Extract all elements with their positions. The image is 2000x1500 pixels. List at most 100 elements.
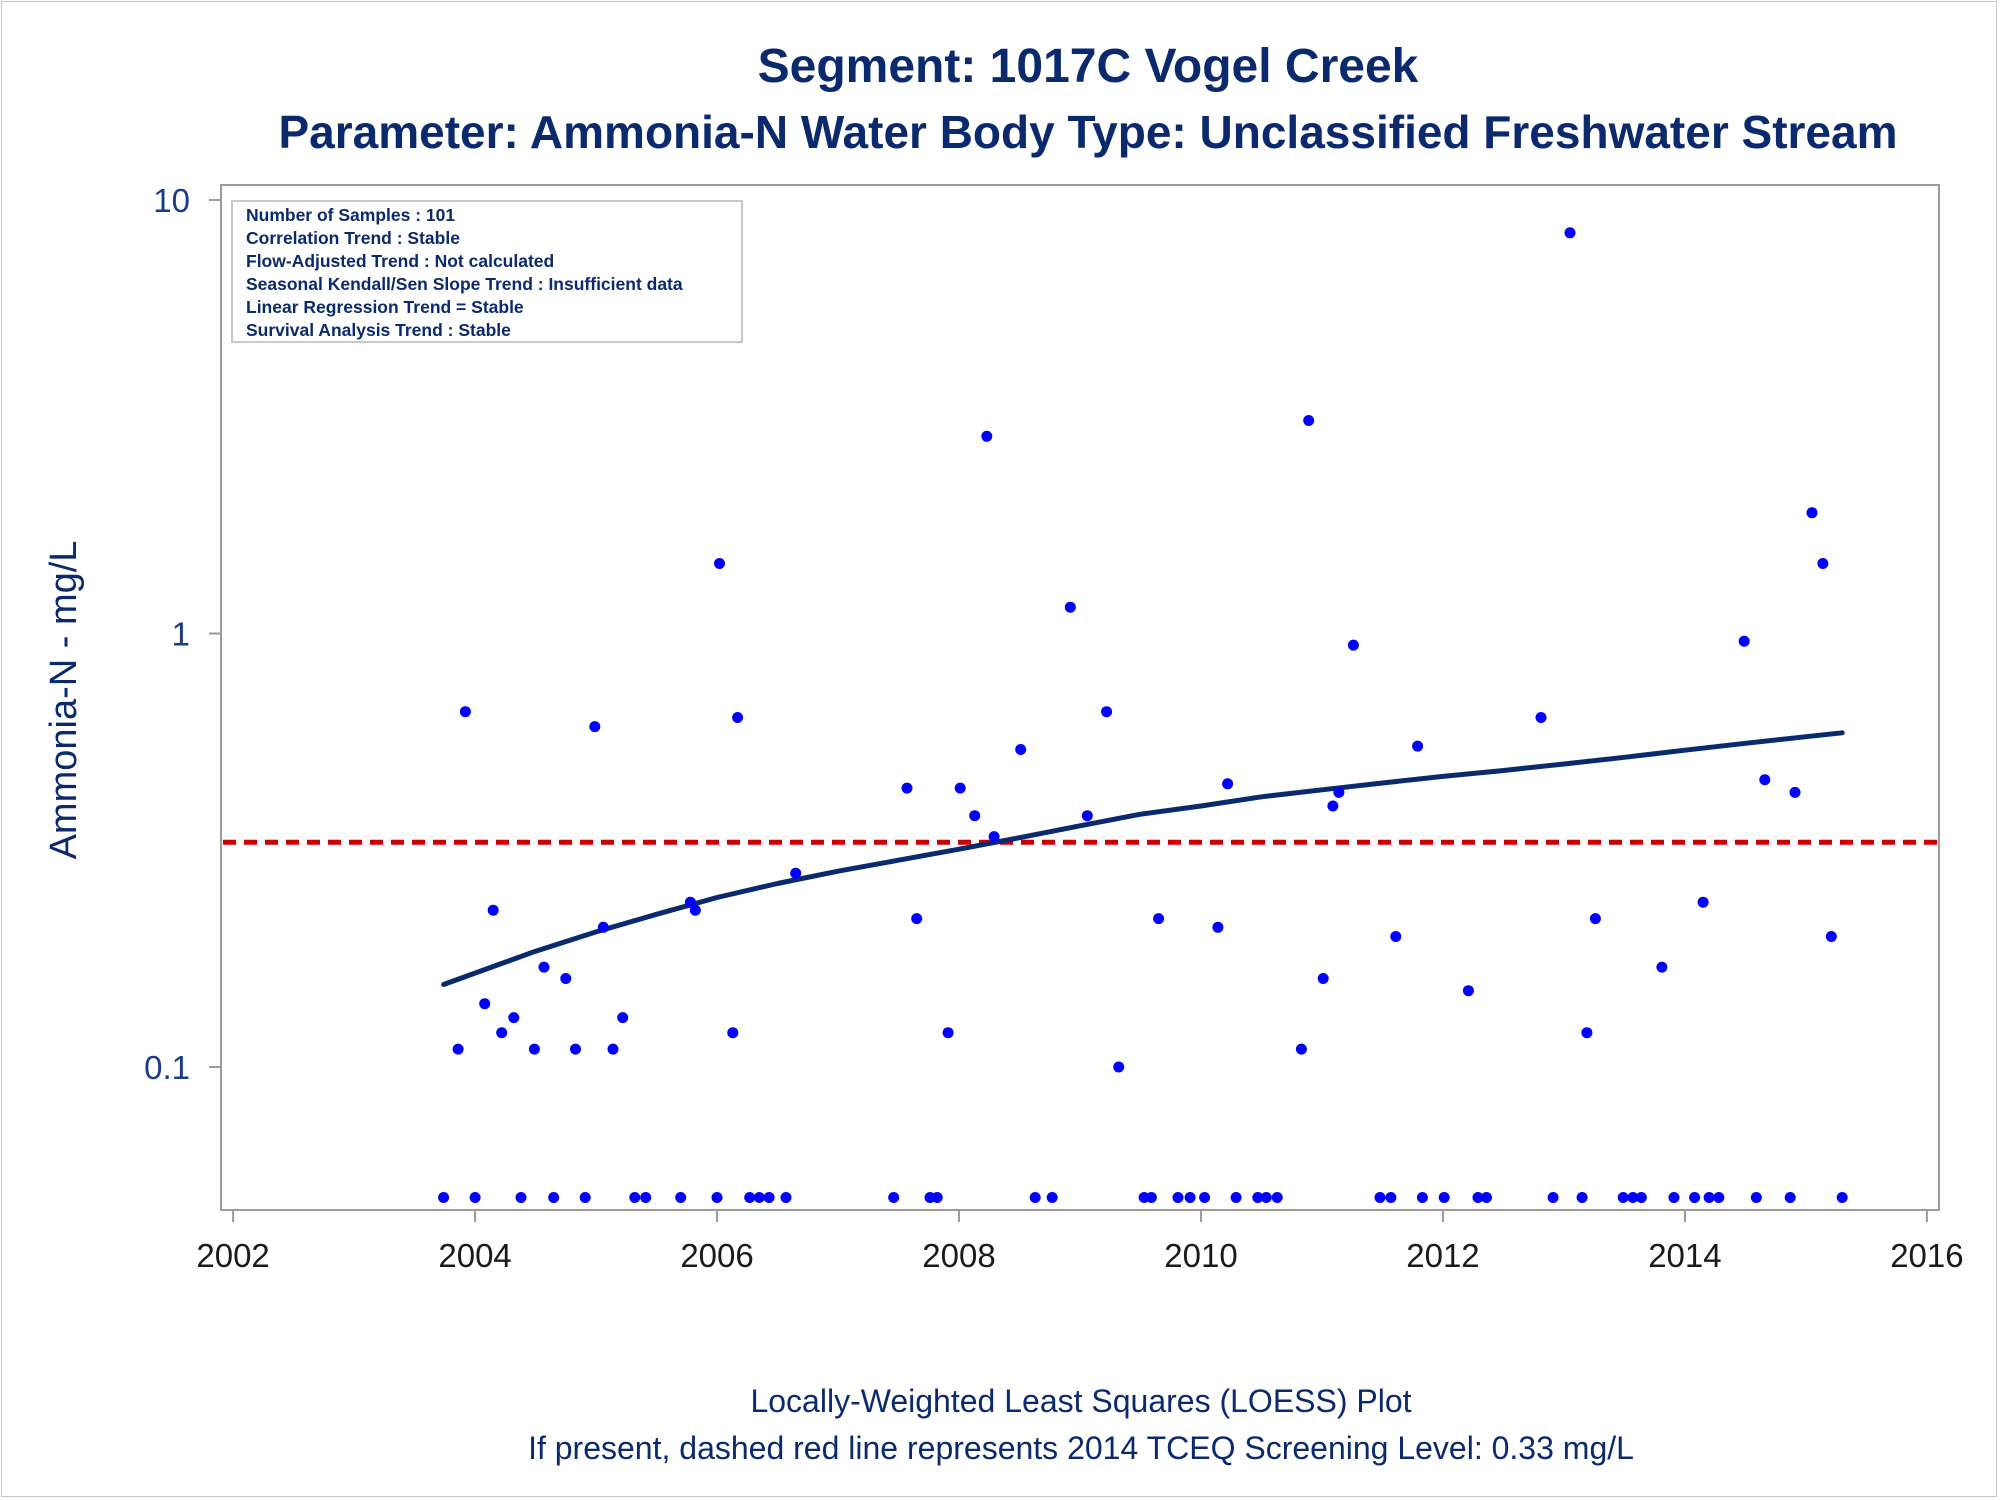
data-point: [1260, 1192, 1272, 1203]
data-point: [1101, 706, 1113, 718]
data-point: [931, 1192, 943, 1203]
data-point: [1668, 1192, 1680, 1203]
y-tick-label: 1: [172, 616, 190, 653]
data-point: [1581, 1027, 1593, 1039]
data-point: [1412, 740, 1424, 752]
data-point: [479, 998, 491, 1010]
chart-subtitle: Parameter: Ammonia-N Water Body Type: Un…: [279, 106, 1898, 158]
x-tick-label: 2016: [1890, 1237, 1963, 1274]
x-tick-label: 2006: [680, 1237, 753, 1274]
data-point: [1759, 774, 1771, 786]
data-point: [589, 721, 601, 733]
x-tick-label: 2014: [1648, 1237, 1721, 1274]
x-tick-label: 2010: [1164, 1237, 1237, 1274]
data-point: [1303, 415, 1315, 426]
data-point: [1390, 931, 1402, 942]
data-point: [1535, 712, 1547, 723]
data-point: [1184, 1192, 1196, 1203]
data-point: [452, 1043, 464, 1055]
x-tick-label: 2008: [922, 1237, 995, 1274]
x-tick-label: 2004: [438, 1237, 511, 1274]
data-point: [1333, 786, 1345, 798]
data-point: [1789, 786, 1801, 798]
data-point: [1617, 1192, 1629, 1203]
stats-box-border: [231, 200, 743, 343]
data-point: [714, 558, 725, 569]
data-point: [1113, 1061, 1125, 1073]
data-point: [1172, 1192, 1184, 1203]
data-point: [1635, 1192, 1647, 1203]
data-point: [888, 1192, 900, 1203]
data-point: [911, 913, 923, 925]
data-point: [763, 1192, 775, 1203]
data-point: [1064, 601, 1076, 613]
data-point: [1703, 1192, 1715, 1203]
data-point: [1199, 1192, 1211, 1203]
data-point: [727, 1027, 739, 1039]
data-point: [1713, 1192, 1725, 1203]
data-point: [1271, 1192, 1283, 1203]
plot-area: [220, 184, 1940, 1211]
data-point: [1576, 1192, 1588, 1203]
data-point: [981, 430, 993, 442]
data-point: [954, 782, 966, 794]
x-tick-label: 2012: [1406, 1237, 1479, 1274]
data-point: [790, 867, 802, 879]
data-point: [597, 921, 609, 933]
data-point: [1697, 896, 1709, 908]
data-point: [1153, 913, 1165, 925]
data-point: [1081, 810, 1093, 822]
data-point: [1656, 961, 1668, 973]
x-axis: 2002 2004 2006 2008 2010 2012 2014 2016: [196, 1210, 1964, 1274]
data-point: [1212, 921, 1224, 933]
data-point: [684, 896, 696, 908]
data-point: [487, 904, 499, 916]
data-point: [780, 1192, 792, 1203]
data-point: [438, 1192, 450, 1203]
data-point: [459, 706, 471, 718]
data-point: [942, 1027, 954, 1039]
data-point: [548, 1192, 560, 1203]
y-axis-label: Ammonia-N - mg/L: [43, 541, 85, 860]
stat-line: Number of Samples : 101: [246, 205, 455, 225]
data-point: [969, 810, 981, 822]
data-point: [1317, 973, 1329, 984]
data-point: [1784, 1192, 1796, 1203]
footnote-screening: If present, dashed red line represents 2…: [528, 1430, 1634, 1466]
data-point: [1374, 1192, 1386, 1203]
data-point: [579, 1192, 591, 1203]
data-point: [1230, 1192, 1242, 1203]
stat-line: Linear Regression Trend = Stable: [246, 297, 524, 317]
data-point: [1825, 931, 1837, 942]
data-point: [988, 831, 1000, 843]
data-point: [689, 904, 701, 916]
data-point: [1589, 913, 1601, 925]
data-point: [732, 712, 744, 723]
data-point: [1750, 1192, 1762, 1203]
points-layer: [438, 227, 1848, 1203]
data-point: [1547, 1192, 1559, 1203]
data-point: [1046, 1192, 1058, 1203]
data-point: [1738, 635, 1750, 647]
chart-title: Segment: 1017C Vogel Creek: [758, 40, 1419, 93]
data-point: [744, 1192, 756, 1203]
loess-layer: [441, 730, 1845, 987]
data-point: [629, 1192, 641, 1203]
stat-line: Seasonal Kendall/Sen Slope Trend : Insuf…: [246, 274, 683, 294]
x-tick-label: 2002: [196, 1237, 269, 1274]
y-tick-label: 0.1: [144, 1049, 190, 1086]
data-point: [1472, 1192, 1484, 1203]
data-point: [711, 1192, 723, 1203]
y-axis: 10 1 0.1: [144, 182, 221, 1086]
stat-line: Flow-Adjusted Trend : Not calculated: [246, 251, 554, 271]
stat-line: Survival Analysis Trend : Stable: [246, 320, 511, 340]
y-tick-label: 10: [153, 182, 190, 219]
data-point: [508, 1012, 520, 1024]
data-point: [515, 1192, 527, 1203]
data-point: [570, 1043, 581, 1055]
stats-box: Number of Samples : 101 Correlation Tren…: [231, 200, 743, 343]
data-point: [496, 1027, 508, 1039]
data-point: [528, 1043, 540, 1055]
data-point: [538, 961, 550, 973]
